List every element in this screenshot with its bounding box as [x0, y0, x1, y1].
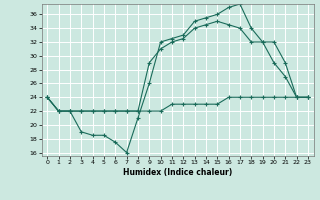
X-axis label: Humidex (Indice chaleur): Humidex (Indice chaleur) — [123, 168, 232, 177]
